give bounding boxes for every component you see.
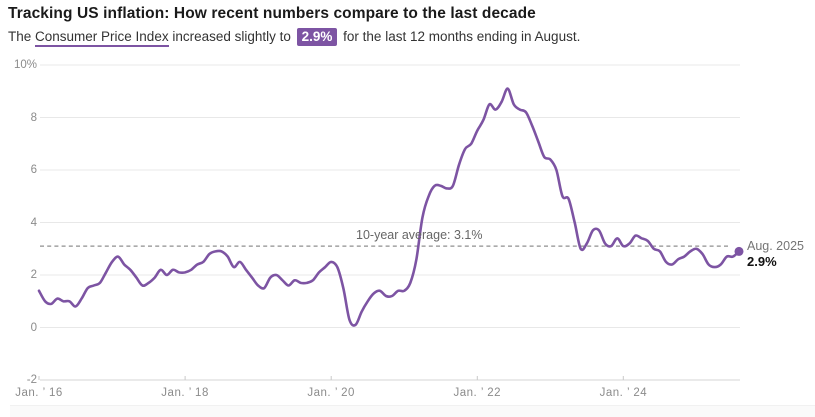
x-axis-label: Jan. ’ 22 — [453, 387, 502, 399]
end-label-value: 2.9% — [747, 254, 777, 269]
y-axis-label: -2 — [26, 374, 37, 386]
y-axis-label: 10% — [13, 59, 37, 71]
y-axis-label: 6 — [30, 164, 37, 176]
chart-header: Tracking US inflation: How recent number… — [8, 4, 808, 47]
series-end-dot — [734, 246, 744, 256]
y-axis-label: 2 — [30, 269, 37, 281]
x-axis-label: Jan. ’ 16 — [15, 387, 63, 399]
bottom-divider — [10, 405, 815, 417]
x-axis-label: Jan. ’ 24 — [599, 387, 648, 399]
subtitle: The Consumer Price Index increased sligh… — [8, 27, 808, 47]
y-axis-label: 4 — [30, 216, 37, 229]
y-axis-label: 0 — [30, 321, 37, 334]
x-axis-label: Jan. ’ 20 — [307, 387, 355, 399]
end-label-date: Aug. 2025 — [747, 239, 804, 253]
page-title: Tracking US inflation: How recent number… — [8, 5, 536, 22]
x-axis-label: Jan. ’ 18 — [161, 387, 209, 399]
y-axis-label: 8 — [30, 111, 37, 124]
cpi-index-link[interactable]: Consumer Price Index — [35, 29, 169, 47]
subtitle-text-mid: increased slightly to — [168, 29, 295, 44]
cpi-value-badge: 2.9% — [296, 28, 338, 46]
average-line-annotation: 10-year average: 3.1% — [356, 228, 483, 242]
subtitle-text-prefix: The — [8, 29, 36, 44]
cpi-series-line — [37, 87, 741, 327]
subtitle-text-suffix: for the last 12 months ending in August. — [339, 29, 581, 44]
